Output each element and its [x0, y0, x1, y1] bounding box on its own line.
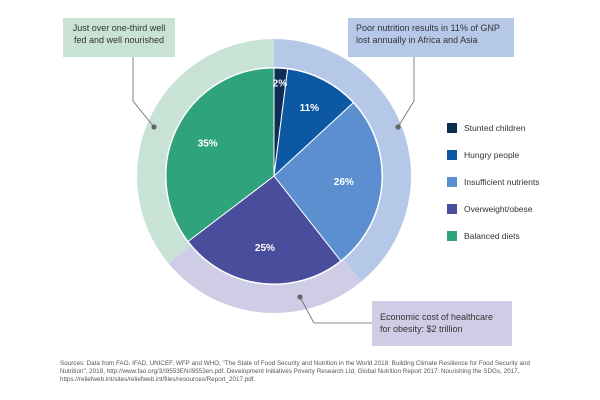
- legend-swatch-balanced: [447, 231, 457, 241]
- legend-label-hungry: Hungry people: [464, 150, 519, 161]
- annotation-obesity-cost: Economic cost of healthcare for obesity:…: [372, 301, 512, 346]
- legend-item-stunted: Stunted children: [447, 122, 597, 149]
- leader-poor-nutrition: [398, 57, 414, 127]
- pie-label-stunted: 2%: [273, 79, 288, 90]
- leader-obesity-cost-dot: [297, 294, 302, 299]
- legend-swatch-insufficient: [447, 177, 457, 187]
- legend-swatch-hungry: [447, 150, 457, 160]
- leader-poor-nutrition-dot: [395, 124, 400, 129]
- legend-label-stunted: Stunted children: [464, 123, 525, 134]
- legend: Stunted children Hungry people Insuffici…: [447, 122, 597, 257]
- legend-item-balanced: Balanced diets: [447, 230, 597, 257]
- legend-label-overweight: Overweight/obese: [464, 204, 533, 215]
- annotation-poor-nutrition: Poor nutrition results in 11% of GNP los…: [348, 18, 514, 57]
- annotation-balanced: Just over one-third well fed and well no…: [63, 18, 175, 57]
- legend-item-overweight: Overweight/obese: [447, 203, 597, 230]
- pie-label-balanced: 35%: [198, 139, 218, 150]
- legend-swatch-overweight: [447, 204, 457, 214]
- pie-label-insufficient: 26%: [334, 177, 354, 188]
- pie-label-overweight: 25%: [255, 243, 275, 254]
- legend-item-hungry: Hungry people: [447, 149, 597, 176]
- legend-label-balanced: Balanced diets: [464, 231, 520, 242]
- legend-label-insufficient: Insufficient nutrients: [464, 177, 539, 188]
- legend-swatch-stunted: [447, 123, 457, 133]
- pie-label-hungry: 11%: [300, 103, 320, 114]
- leader-balanced-dot: [151, 124, 156, 129]
- source-note: Sources: Data from FAO, IFAD, UNICEF, WF…: [60, 360, 540, 385]
- legend-item-insufficient: Insufficient nutrients: [447, 176, 597, 203]
